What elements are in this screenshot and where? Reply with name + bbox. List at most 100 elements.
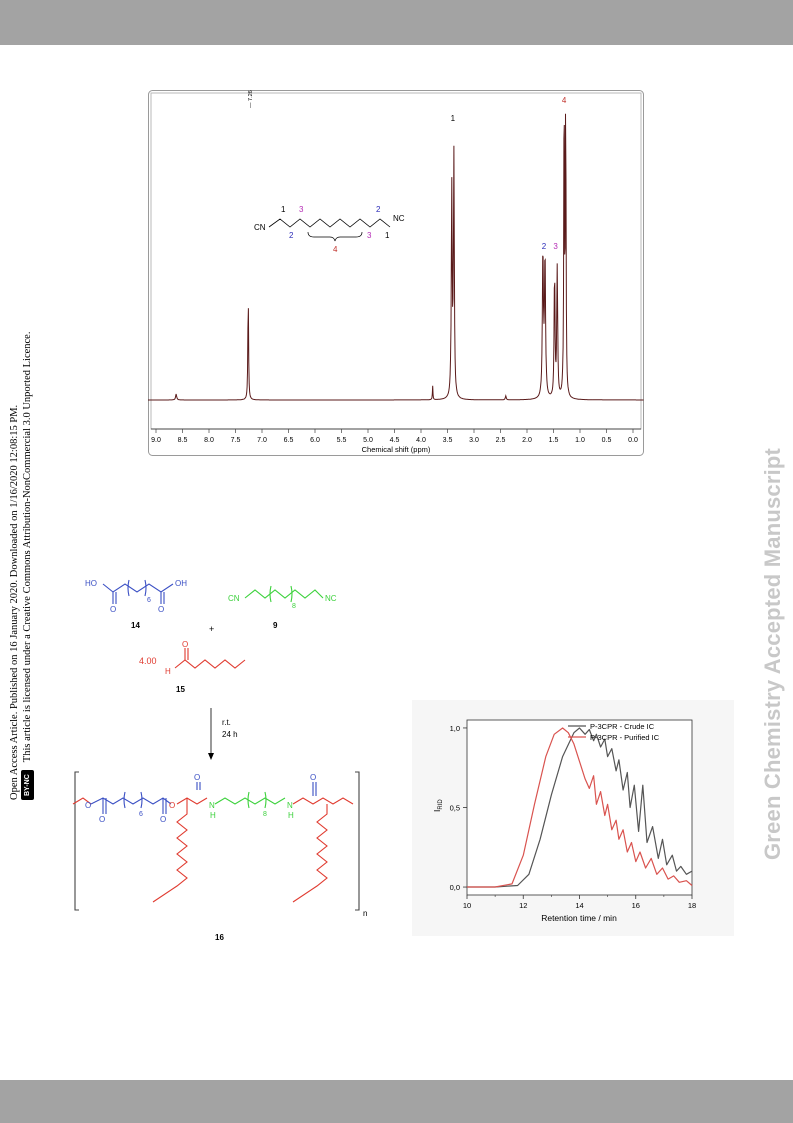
- struct-n4: 4: [333, 245, 338, 254]
- nmr-peak-label-1: 1: [451, 114, 456, 123]
- nmr-tick-label: 2.5: [496, 437, 506, 444]
- struct-n2-left: 2: [289, 231, 294, 240]
- gpc-ytick-label: 0,0: [450, 883, 460, 892]
- gpc-xtick-label: 12: [519, 901, 527, 910]
- gpc-series-line-1: [467, 727, 693, 888]
- gpc-series-group: [467, 727, 693, 888]
- gpc-series-line-2: [467, 727, 693, 888]
- c16-sub8: 8: [263, 811, 267, 818]
- reaction-arrow-head: [208, 753, 214, 760]
- gpc-legend-label: P-3CPR - Purified IC: [590, 733, 660, 742]
- nmr-peak-label-2: 2: [542, 242, 547, 251]
- gpc-ytick-label: 1,0: [450, 724, 460, 733]
- c14-oh: OH: [175, 579, 187, 588]
- open-access-line-1: Open Access Article. Published on 16 Jan…: [9, 404, 20, 800]
- nmr-tick-label: 6.5: [284, 437, 294, 444]
- c16-n1: N: [209, 801, 215, 810]
- c15-h: H: [165, 667, 171, 676]
- nmr-tick-label: 0.0: [628, 437, 638, 444]
- c16-n1-h: H: [210, 811, 216, 820]
- gpc-xtick-label: 18: [688, 901, 696, 910]
- nmr-xlabel: Chemical shift (ppm): [362, 445, 431, 454]
- c14-o1: O: [110, 605, 116, 614]
- nmr-peak-labels: 1 2 3 4: [451, 96, 567, 251]
- struct-cn: CN: [254, 223, 266, 232]
- nmr-tick-label: 1.0: [575, 437, 585, 444]
- nmr-spectrum-figure: 9.0 8.5 8.0 7.5 7.0 6.5 6.0 5.5 5.0 4.5 4.0 3.5 3.0 2…: [148, 90, 644, 456]
- struct-n3-left: 3: [299, 205, 304, 214]
- nmr-peak-label-4: 4: [562, 96, 567, 105]
- nmr-tick-label: 8.0: [204, 437, 214, 444]
- gpc-ytick-label: 0,5: [450, 804, 460, 813]
- nmr-frame: [148, 90, 644, 456]
- c9-nc: NC: [325, 594, 337, 603]
- nmr-tick-label: 7.5: [231, 437, 241, 444]
- c16-n2-h: H: [288, 811, 294, 820]
- nmr-tick-label: 6.0: [310, 437, 320, 444]
- nmr-tick-label: 5.0: [363, 437, 373, 444]
- compound-15: [174, 648, 246, 669]
- nmr-tick-label: 2.0: [522, 437, 532, 444]
- c15-equivalents: 4.00: [139, 656, 157, 666]
- compound-14: [102, 579, 174, 604]
- gpc-xlabel: Retention time / min: [541, 913, 617, 923]
- cc-license-badge[interactable]: BY-NC: [21, 770, 35, 800]
- nmr-tick-label: 5.5: [337, 437, 347, 444]
- struct-n1-right: 1: [385, 231, 390, 240]
- nmr-tick-label: 9.0: [151, 437, 161, 444]
- nmr-tick-label: 0.5: [602, 437, 612, 444]
- c9-sub: 8: [292, 603, 296, 610]
- open-access-line-2[interactable]: This article is licensed under a Creativ…: [22, 331, 33, 763]
- nmr-tick-label: 4.0: [416, 437, 426, 444]
- polymer-16: [72, 771, 360, 911]
- c14-o2: O: [158, 605, 164, 614]
- footer-band: [0, 1080, 793, 1123]
- c16-o-carbonyl1: O: [99, 815, 105, 824]
- struct-nc: NC: [393, 214, 405, 223]
- nmr-peak-label-3: 3: [553, 242, 558, 251]
- gpc-xtick-label: 16: [632, 901, 640, 910]
- nmr-tick-label: 1.5: [549, 437, 559, 444]
- c16-o-ester: O: [169, 801, 175, 810]
- condition-time: 24 h: [222, 730, 238, 739]
- c16-o-left: O: [85, 801, 91, 810]
- c16-o-carbonyl2: O: [160, 815, 166, 824]
- c14-ho: HO: [85, 579, 97, 588]
- gpc-legend-label: P-3CPR - Crude IC: [590, 722, 655, 731]
- gpc-xtick-label: 14: [575, 901, 583, 910]
- struct-n2-right: 2: [376, 205, 381, 214]
- gpc-legend: P-3CPR - Crude IC P-3CPR - Purified IC: [568, 722, 660, 742]
- c9-label: 9: [273, 621, 278, 630]
- header-band: [0, 0, 793, 45]
- c16-o-amide2: O: [310, 773, 316, 782]
- c16-repeat-n: n: [363, 909, 367, 918]
- nmr-tick-label: 4.5: [390, 437, 400, 444]
- c14-sub: 6: [147, 597, 151, 604]
- reaction-scheme: HO OH O O 6 14 CN NC 8 9 + 4.00 O H 15 r…: [72, 579, 367, 942]
- gpc-plot-area: [466, 719, 693, 896]
- gpc-xtick-label: 10: [463, 901, 471, 910]
- c16-sub6: 6: [139, 811, 143, 818]
- c15-label: 15: [176, 685, 185, 694]
- gpc-axes: 10 12 14 16 18 0,0 0,5 1,0: [450, 724, 697, 910]
- nmr-ticks: 9.0 8.5 8.0 7.5 7.0 6.5 6.0 5.5 5.0 4.5 4.0 3.5 3.0 2…: [151, 429, 638, 444]
- nmr-tick-label: 3.0: [469, 437, 479, 444]
- compound-9: [244, 585, 324, 603]
- plus-sign: +: [209, 624, 214, 634]
- c14-label: 14: [131, 621, 140, 630]
- watermark: Green Chemistry Accepted Manuscript: [760, 447, 785, 860]
- nmr-tick-label: 3.5: [443, 437, 453, 444]
- nmr-trace: [148, 113, 644, 401]
- struct-n3-right: 3: [367, 231, 372, 240]
- condition-temp: r.t.: [222, 718, 231, 727]
- c16-n2: N: [287, 801, 293, 810]
- open-access-notice: Open Access Article. Published on 16 Jan…: [8, 0, 35, 800]
- c16-label: 16: [215, 933, 224, 942]
- struct-n1-left: 1: [281, 205, 286, 214]
- solvent-peak-label: — 7.26: [248, 90, 254, 108]
- c15-o: O: [182, 640, 188, 649]
- c9-cn: CN: [228, 594, 240, 603]
- nmr-tick-label: 7.0: [257, 437, 267, 444]
- gpc-chart: 10 12 14 16 180,00,51,0 P-3CPR - Crude ICP-3…: [412, 700, 734, 936]
- c16-o-amide1: O: [194, 773, 200, 782]
